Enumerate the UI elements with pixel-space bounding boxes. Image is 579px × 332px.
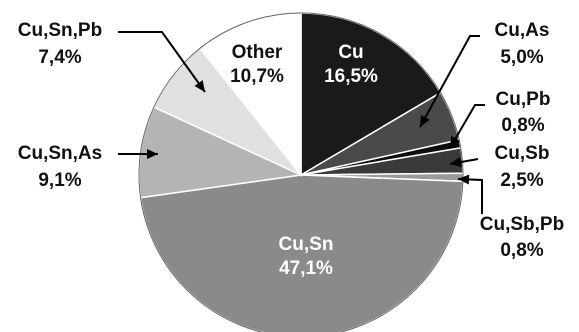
slice-label-cu: Cu 16,5%: [324, 42, 378, 87]
leader-line-cu-sn-pb: [118, 31, 206, 93]
slice-label-cu-sn-as: Cu,Sn,As 9,1%: [18, 143, 102, 191]
leader-line-cu-pb: [449, 104, 485, 149]
slice-label-cu-as: Cu,As 5,0%: [495, 20, 550, 68]
slice-label-cu-sn-name: Cu,Sn: [279, 234, 334, 255]
slice-label-cu-sb-name: Cu,Sb: [495, 143, 550, 164]
leader-lines: [118, 31, 485, 214]
slice-label-cu-sb-pb-value: 0,8%: [500, 240, 543, 261]
slice-label-cu-value: 16,5%: [324, 66, 378, 87]
slice-label-cu-sb-pb: Cu,Sb,Pb 0,8%: [480, 214, 564, 261]
pie-slices: [138, 12, 464, 332]
leader-arrow-cu-sn-as: [147, 149, 158, 159]
slice-label-cu-sn-pb-value: 7,4%: [38, 47, 81, 68]
slice-label-cu-pb-value: 0,8%: [501, 115, 544, 136]
pie-outline: [138, 12, 464, 332]
slice-label-other-name: Other: [232, 42, 283, 63]
slice-label-cu-sb-pb-name: Cu,Sb,Pb: [480, 214, 564, 235]
slice-label-cu-sn-value: 47,1%: [279, 258, 333, 279]
leader-arrow-cu-sb-pb: [458, 174, 470, 185]
slice-label-cu-pb: Cu,Pb 0,8%: [496, 89, 551, 136]
slice-label-cu-sn-pb: Cu,Sn,Pb 7,4%: [18, 20, 102, 68]
slice-label-cu-sn-pb-name: Cu,Sn,Pb: [18, 20, 102, 41]
leader-arrow-cu-as: [420, 114, 430, 127]
slice-label-other: Other 10,7%: [230, 42, 284, 87]
slice-label-cu-as-name: Cu,As: [495, 20, 550, 41]
slice-label-cu-pb-name: Cu,Pb: [496, 89, 551, 110]
slice-label-other-value: 10,7%: [230, 66, 284, 87]
slice-label-cu-sn-as-name: Cu,Sn,As: [18, 143, 102, 164]
slice-label-cu-name: Cu: [338, 42, 363, 63]
slice-label-cu-sn: Cu,Sn 47,1%: [279, 234, 334, 279]
slice-label-cu-as-value: 5,0%: [500, 47, 543, 68]
leader-line-cu-as: [419, 35, 480, 128]
leader-arrow-cu-sb: [450, 157, 462, 167]
slice-label-cu-sn-as-value: 9,1%: [38, 170, 81, 191]
leader-arrow-cu-pb: [450, 135, 460, 148]
slice-label-cu-sb: Cu,Sb 2,5%: [495, 143, 550, 191]
leader-arrow-cu-sn-pb: [194, 80, 205, 92]
slice-label-cu-sb-value: 2,5%: [500, 170, 543, 191]
